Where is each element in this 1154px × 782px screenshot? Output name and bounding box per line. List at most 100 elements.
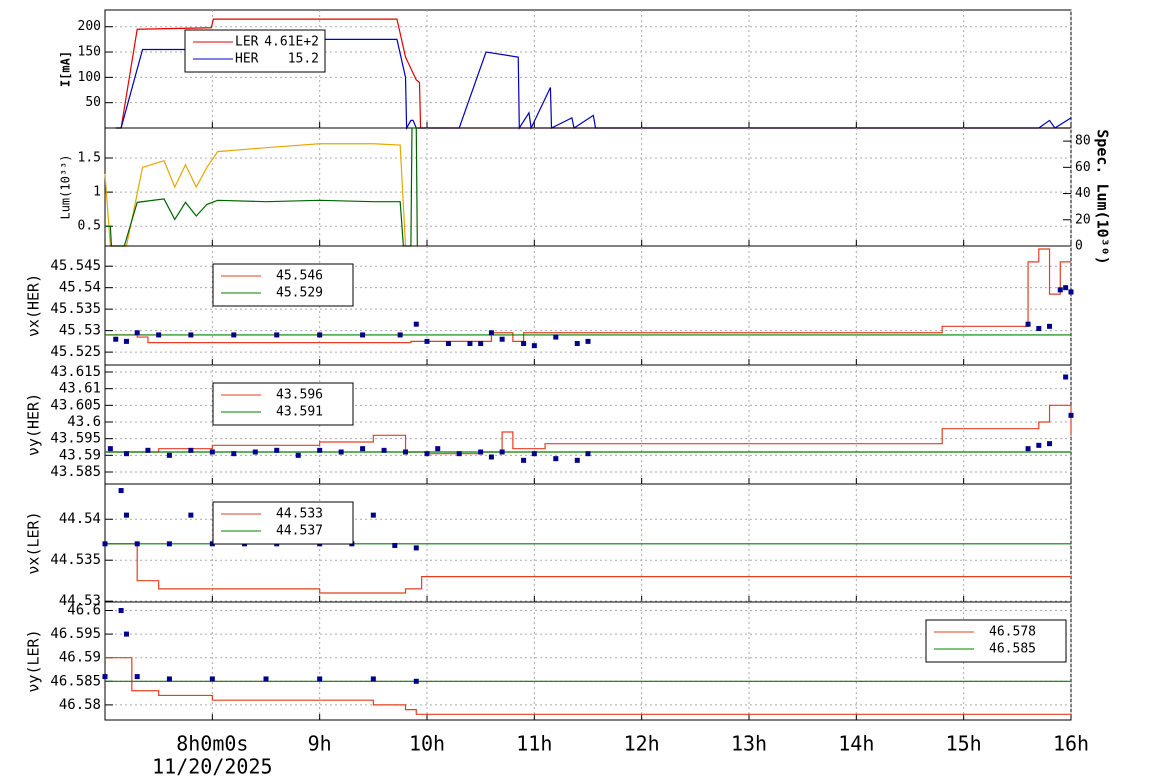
marker bbox=[317, 332, 323, 338]
legend-label: 45.546 bbox=[276, 269, 323, 284]
y-axis-label: I[mA] bbox=[59, 51, 73, 87]
marker bbox=[424, 338, 430, 344]
legend-label: 44.533 bbox=[276, 507, 323, 522]
x-tick-label: 12h bbox=[624, 732, 660, 756]
y-axis-label: νx(HER) bbox=[25, 274, 43, 337]
y2-tick-label: 60 bbox=[1075, 160, 1091, 175]
marker bbox=[1068, 289, 1074, 295]
marker bbox=[585, 338, 591, 344]
marker bbox=[1063, 374, 1069, 380]
x-tick-label: 11h bbox=[516, 732, 552, 756]
marker bbox=[1036, 442, 1042, 448]
y-axis-label: νy(LER) bbox=[25, 629, 43, 692]
y-tick-label: 150 bbox=[78, 45, 101, 60]
marker bbox=[338, 449, 344, 455]
y-tick-label: 45.54 bbox=[59, 280, 101, 296]
legend-box bbox=[184, 29, 326, 73]
marker bbox=[209, 676, 215, 682]
y-axis-label: Lum(10³³) bbox=[59, 154, 73, 219]
marker bbox=[166, 676, 172, 682]
marker bbox=[488, 330, 494, 336]
legend-label: 45.529 bbox=[276, 286, 323, 301]
y-tick-label: 44.535 bbox=[50, 552, 101, 568]
marker bbox=[188, 512, 194, 518]
y-tick-label: 43.59 bbox=[59, 447, 101, 463]
marker bbox=[488, 454, 494, 460]
y-tick-label: 45.545 bbox=[50, 258, 101, 274]
legend-label: 46.585 bbox=[989, 642, 1036, 657]
marker bbox=[360, 332, 366, 338]
y-tick-label: 46.595 bbox=[50, 626, 101, 642]
marker bbox=[521, 457, 527, 463]
marker bbox=[424, 451, 430, 457]
marker bbox=[134, 330, 140, 336]
series-line bbox=[105, 657, 1071, 715]
marker bbox=[585, 451, 591, 457]
x-tick-label: 13h bbox=[731, 732, 767, 756]
marker bbox=[118, 607, 124, 613]
legend-label: 43.591 bbox=[276, 405, 323, 420]
marker bbox=[295, 452, 301, 458]
marker bbox=[1068, 412, 1074, 418]
marker bbox=[123, 512, 129, 518]
marker bbox=[188, 447, 194, 453]
x-tick-label: 16h bbox=[1053, 732, 1089, 756]
y-tick-label: 43.595 bbox=[50, 431, 101, 447]
marker bbox=[499, 336, 505, 342]
y2-tick-label: 80 bbox=[1075, 134, 1091, 149]
marker bbox=[456, 451, 462, 457]
marker bbox=[381, 447, 387, 453]
marker bbox=[392, 542, 398, 548]
series-line bbox=[115, 18, 1071, 129]
legend-label: 44.537 bbox=[276, 524, 323, 539]
marker bbox=[188, 332, 194, 338]
marker bbox=[403, 449, 409, 455]
marker bbox=[478, 341, 484, 347]
marker bbox=[1025, 446, 1031, 452]
legend-box bbox=[212, 263, 354, 307]
marker bbox=[231, 332, 237, 338]
marker bbox=[274, 447, 280, 453]
legend-label: HER bbox=[235, 52, 259, 67]
x-tick-label: 8h0m0s bbox=[176, 732, 248, 756]
marker bbox=[360, 446, 366, 452]
marker bbox=[531, 451, 537, 457]
y-tick-label: 45.525 bbox=[50, 344, 101, 360]
y-axis-label: νy(HER) bbox=[25, 393, 43, 456]
marker bbox=[370, 676, 376, 682]
series-line bbox=[105, 127, 418, 247]
y-tick-label: 43.61 bbox=[59, 381, 101, 397]
marker bbox=[413, 545, 419, 551]
marker bbox=[521, 341, 527, 347]
marker bbox=[435, 446, 441, 452]
y-tick-label: 43.6 bbox=[67, 414, 101, 430]
marker bbox=[1025, 321, 1031, 327]
y-tick-label: 43.615 bbox=[50, 364, 101, 380]
y-tick-label: 46.58 bbox=[59, 697, 101, 713]
marker bbox=[166, 452, 172, 458]
marker bbox=[370, 512, 376, 518]
legend-label: 43.596 bbox=[276, 388, 323, 403]
marker bbox=[123, 338, 129, 344]
y-tick-label: 50 bbox=[85, 95, 101, 110]
marker bbox=[413, 321, 419, 327]
x-tick-label: 14h bbox=[838, 732, 874, 756]
marker bbox=[317, 447, 323, 453]
y-tick-label: 1.5 bbox=[78, 151, 101, 166]
marker bbox=[1047, 441, 1053, 447]
y-tick-label: 46.6 bbox=[67, 602, 101, 618]
marker bbox=[209, 449, 215, 455]
marker bbox=[252, 449, 258, 455]
panel-frame bbox=[104, 601, 1072, 721]
x-axis-label: 11/20/2025 bbox=[152, 755, 272, 779]
marker bbox=[274, 332, 280, 338]
marker bbox=[553, 456, 559, 462]
marker bbox=[1036, 325, 1042, 331]
marker bbox=[574, 457, 580, 463]
legend-box bbox=[212, 382, 354, 426]
marker bbox=[397, 332, 403, 338]
marker bbox=[499, 449, 505, 455]
legend-value: 4.61E+2 bbox=[264, 35, 319, 50]
y-tick-label: 45.535 bbox=[50, 301, 101, 317]
